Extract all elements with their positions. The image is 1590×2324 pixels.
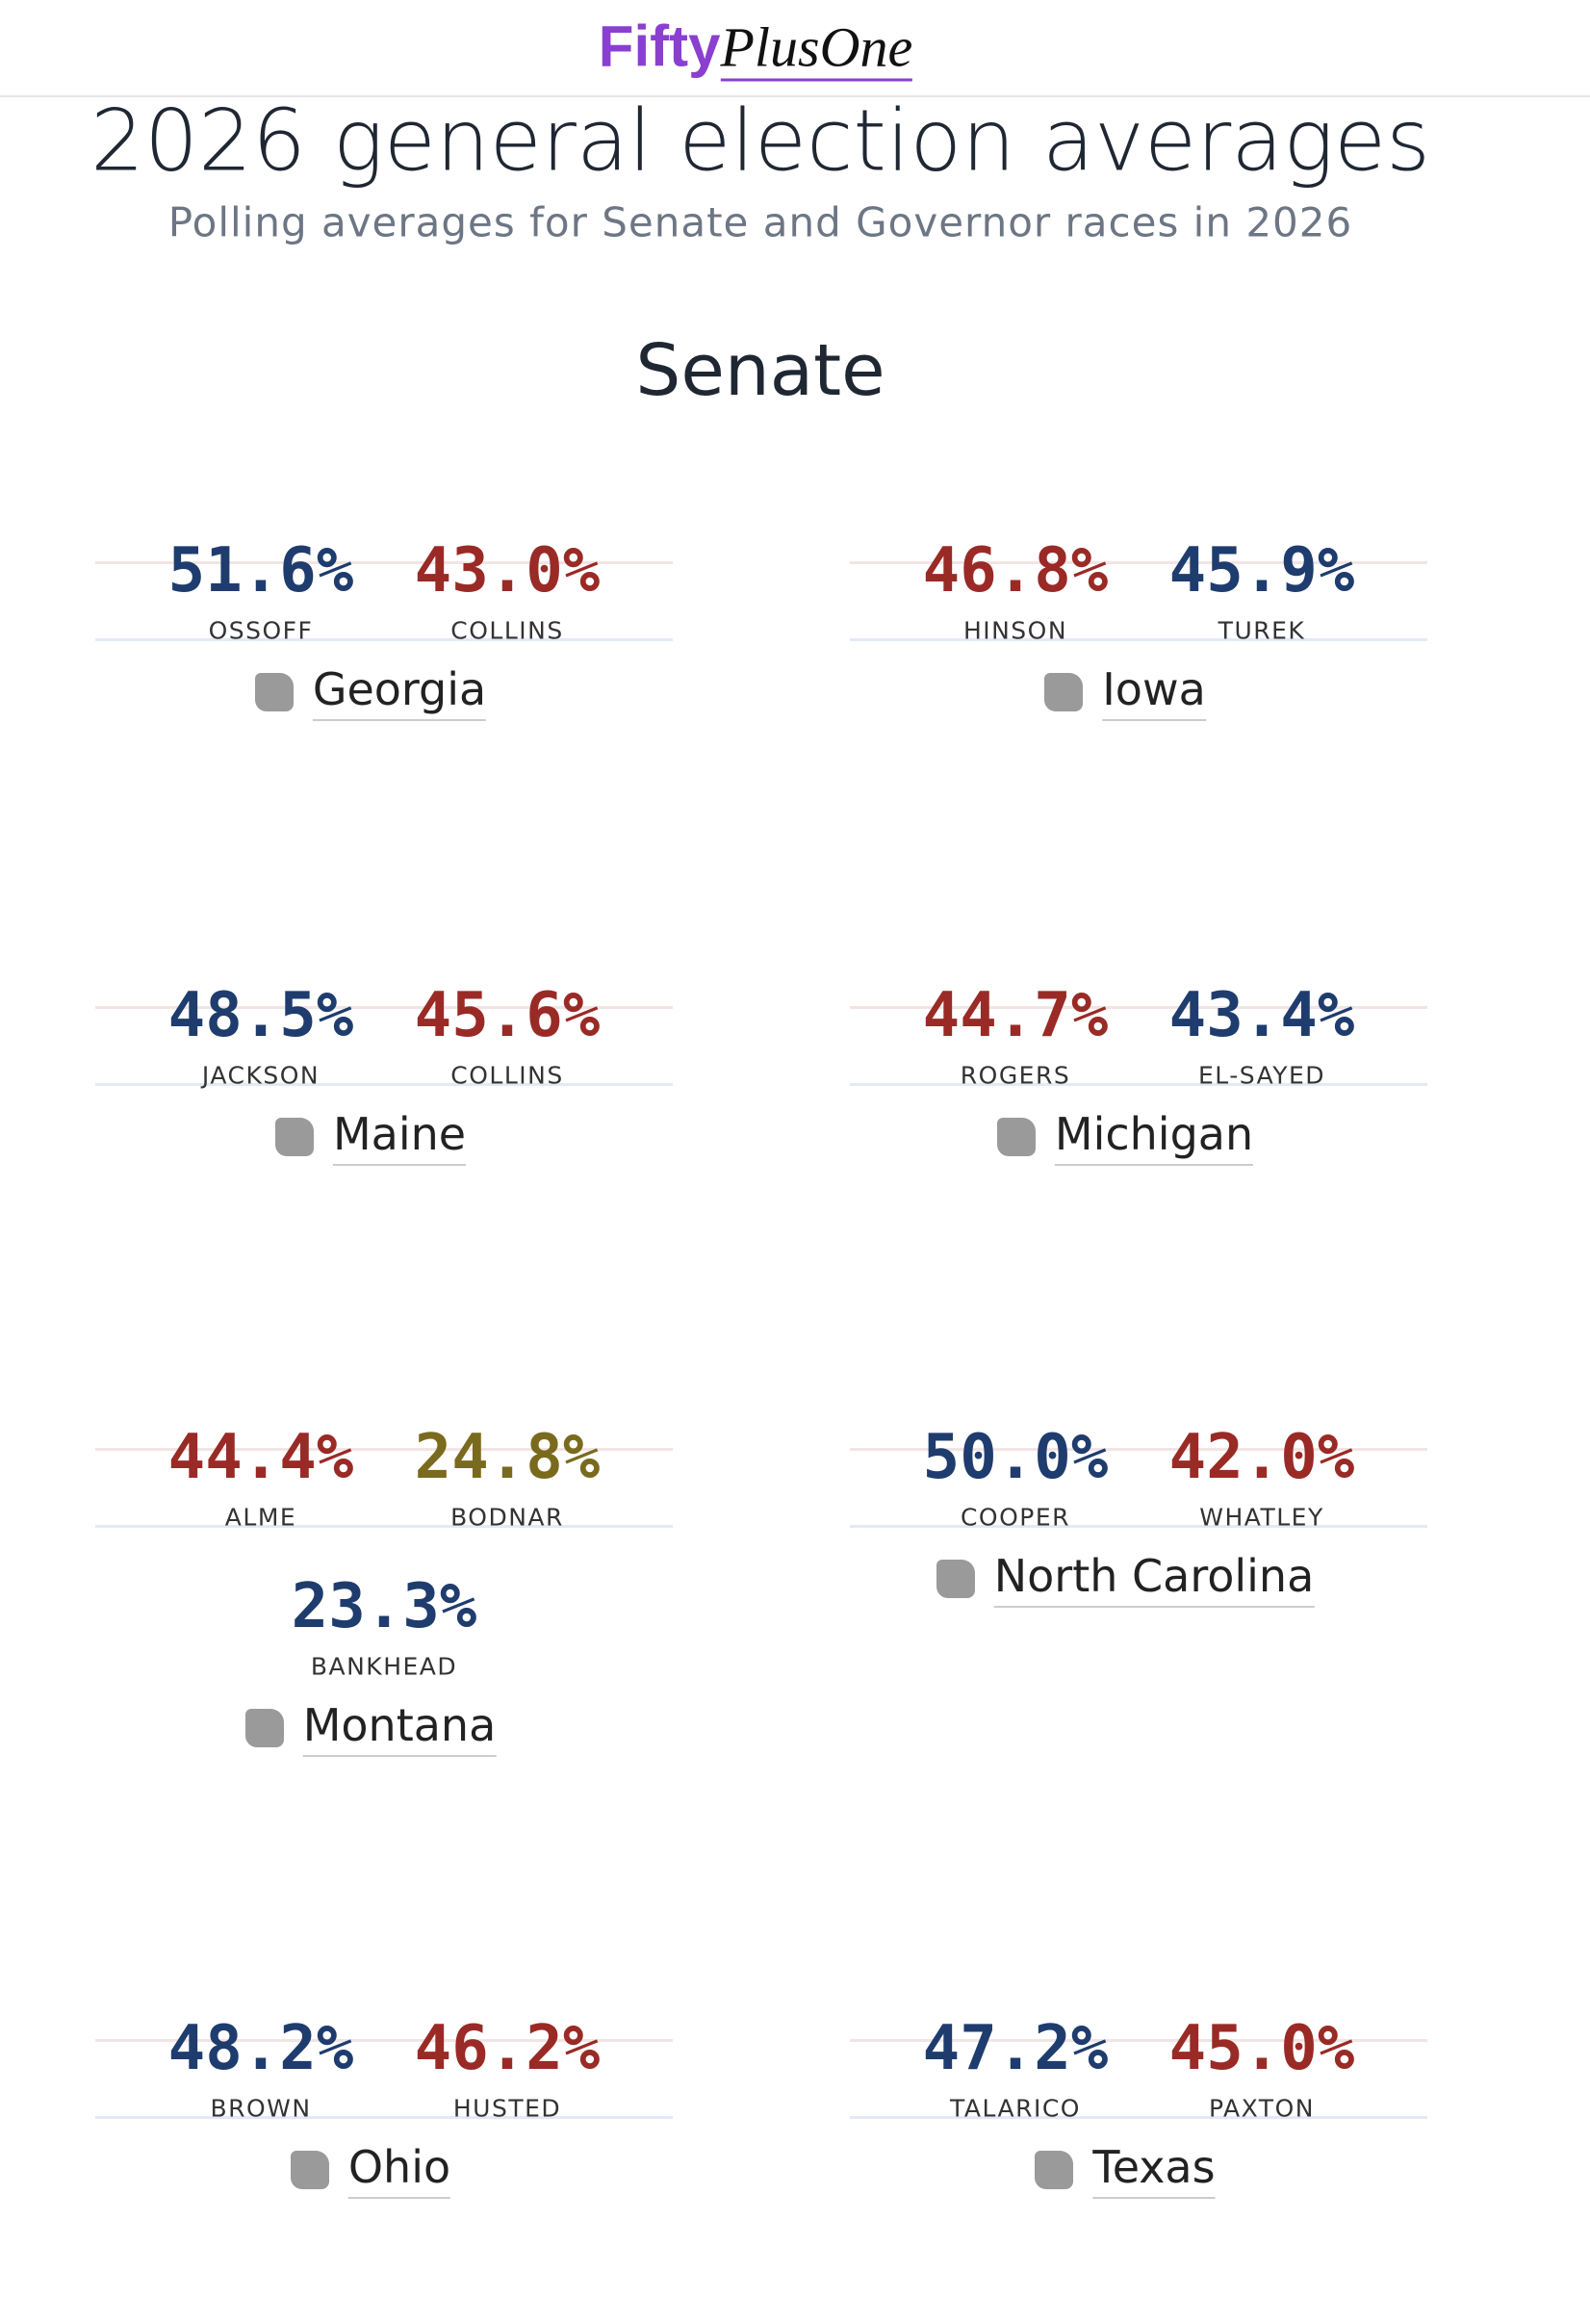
- state-link[interactable]: Georgia: [312, 663, 487, 721]
- candidate-value: 46.8%: [922, 535, 1109, 607]
- candidate-value: 48.5%: [167, 980, 354, 1051]
- logo-primary: Fifty: [598, 13, 721, 79]
- logo-secondary: PlusOne: [720, 15, 913, 82]
- candidate-name: BODNAR: [450, 1503, 564, 1532]
- candidate-value: 24.8%: [414, 1422, 601, 1493]
- candidate-name: TUREK: [1218, 616, 1306, 645]
- state-link[interactable]: North Carolina: [993, 1550, 1315, 1608]
- state-link[interactable]: Texas: [1092, 2141, 1216, 2199]
- candidate-name: COOPER: [960, 1503, 1071, 1532]
- state-link[interactable]: Ohio: [347, 2141, 451, 2199]
- sparkline-rule: [850, 1448, 1427, 1451]
- candidate-name: HINSON: [962, 616, 1068, 645]
- sparkline-rule: [95, 2039, 673, 2042]
- sparkline-rule: [95, 1525, 673, 1528]
- candidate-name: JACKSON: [201, 1061, 321, 1090]
- logo[interactable]: FiftyPlusOne: [598, 13, 913, 82]
- state-link[interactable]: Montana: [302, 1699, 497, 1757]
- candidate-value: 44.7%: [922, 980, 1109, 1051]
- page-title: 2026 general election averages: [90, 90, 1431, 191]
- candidate-value: 45.9%: [1168, 535, 1355, 607]
- sparkline-rule: [850, 1525, 1427, 1528]
- section-title: Senate: [635, 329, 885, 412]
- page-subtitle: Polling averages for Senate and Governor…: [167, 198, 1353, 246]
- candidate-name: BANKHEAD: [310, 1652, 458, 1681]
- candidate-value: 50.0%: [922, 1422, 1109, 1493]
- candidate-value: 45.0%: [1168, 2013, 1355, 2084]
- sparkline-rule: [850, 2116, 1427, 2119]
- state-link[interactable]: Maine: [332, 1108, 467, 1166]
- sparkline-rule: [95, 1083, 673, 1086]
- candidate-value: 43.4%: [1168, 980, 1355, 1051]
- candidate-name: TALARICO: [950, 2094, 1081, 2123]
- candidate-value: 43.0%: [414, 535, 601, 607]
- candidate-name: OSSOFF: [208, 616, 314, 645]
- candidate-name: WHATLEY: [1199, 1503, 1324, 1532]
- sparkline-rule: [850, 561, 1427, 564]
- state-icon: [1035, 2151, 1074, 2189]
- header-bar: [0, 0, 1590, 97]
- state-icon: [274, 1118, 314, 1156]
- candidate-value: 48.2%: [167, 2013, 354, 2084]
- state-icon: [244, 1709, 284, 1747]
- sparkline-rule: [95, 1006, 673, 1009]
- state-icon: [936, 1560, 975, 1598]
- candidate-name: COLLINS: [450, 616, 564, 645]
- candidate-value: 45.6%: [414, 980, 601, 1051]
- candidate-value: 44.4%: [167, 1422, 354, 1493]
- candidate-name: EL-SAYED: [1197, 1061, 1326, 1090]
- candidate-name: PAXTON: [1209, 2094, 1315, 2123]
- sparkline-rule: [850, 1083, 1427, 1086]
- sparkline-rule: [850, 1006, 1427, 1009]
- state-link[interactable]: Michigan: [1054, 1108, 1254, 1166]
- candidate-name: BROWN: [210, 2094, 312, 2123]
- state-icon: [996, 1118, 1036, 1156]
- state-icon: [1044, 673, 1084, 711]
- candidate-value: 42.0%: [1168, 1422, 1355, 1493]
- sparkline-rule: [95, 2116, 673, 2119]
- candidate-value: 51.6%: [167, 535, 354, 607]
- candidate-value: 47.2%: [922, 2013, 1109, 2084]
- sparkline-rule: [850, 638, 1427, 641]
- sparkline-rule: [95, 561, 673, 564]
- state-icon: [290, 2151, 329, 2189]
- candidate-name: ROGERS: [960, 1061, 1071, 1090]
- state-link[interactable]: Iowa: [1102, 663, 1206, 721]
- candidate-name: ALME: [224, 1503, 297, 1532]
- state-icon: [254, 673, 294, 711]
- sparkline-rule: [850, 2039, 1427, 2042]
- candidate-value: 23.3%: [291, 1571, 477, 1642]
- candidate-name: COLLINS: [450, 1061, 564, 1090]
- sparkline-rule: [95, 1448, 673, 1451]
- candidate-value: 46.2%: [414, 2013, 601, 2084]
- sparkline-rule: [95, 638, 673, 641]
- candidate-name: HUSTED: [452, 2094, 562, 2123]
